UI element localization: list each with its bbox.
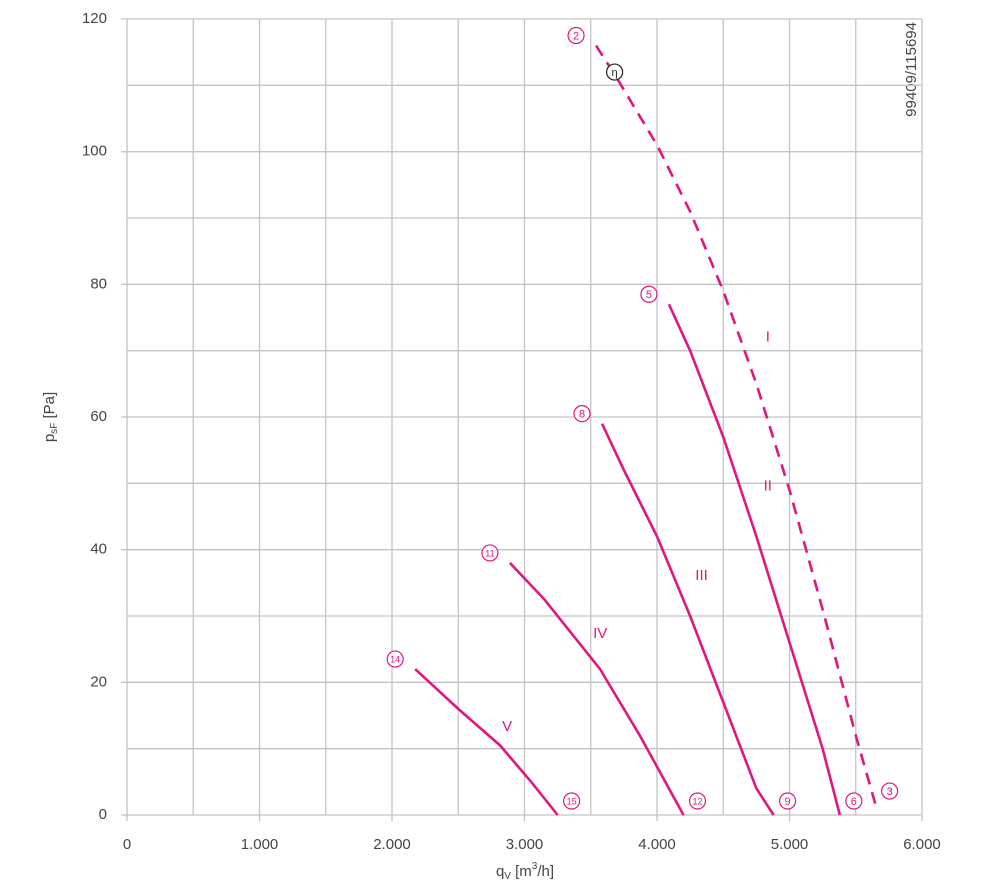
x-tick-label: 2.000 [373,836,411,853]
y-label-main: p [41,434,58,442]
curve-marker-label: 5 [646,289,652,301]
y-label-unit: [Pa] [41,392,58,423]
curve [667,303,842,816]
x-label-unit: [m [511,863,532,880]
curve [594,44,877,806]
x-tick-label: 4.000 [638,836,676,853]
x-label-sub: V [504,871,511,882]
curve-marker-label: 6 [851,796,857,808]
curve-marker-circle [563,792,581,810]
x-tick-label: 1.000 [241,836,279,853]
curve-name: V [502,718,512,735]
chart-code: 99409/115694 [903,22,920,117]
y-tick-label: 0 [99,806,107,823]
curve-marker-circle [845,792,863,810]
curve-marker-label: 11 [485,548,494,558]
x-label-unit: /h] [537,863,554,880]
curve-name: III [695,567,708,584]
curve-marker-label: 15 [567,796,577,806]
y-tick-label: 40 [90,541,107,558]
x-label-main: q [496,863,504,880]
curve-name: IV [593,625,607,642]
x-axis-label: qV [m3/h] [496,861,554,882]
y-tick-label: 120 [82,10,107,27]
curve-marker-circle [573,405,591,423]
curve-marker-circle [688,792,707,810]
x-tick-label: 0 [123,836,131,853]
curve-marker-label: 2 [573,30,579,42]
curve-marker-circle [778,792,797,810]
y-tick-label: 60 [90,408,107,425]
x-label-sup: 3 [532,861,538,872]
curve-marker-circle [386,650,404,668]
curve [414,668,559,816]
curve-marker-label: 8 [579,409,585,421]
curve-marker-circle [640,285,658,303]
curve-marker-circle [567,26,585,45]
curve-name: II [764,478,772,495]
curve-marker-label: η [612,67,618,79]
curve-marker-circle [605,63,624,81]
y-tick-label: 100 [82,143,107,160]
x-tick-label: 5.000 [771,836,809,853]
y-tick-label: 20 [90,673,107,690]
curve-name: I [766,328,770,345]
x-tick-label: 6.000 [903,836,941,853]
y-axis-label: psF [Pa] [41,392,60,442]
curve-marker-circle [481,544,499,562]
curve-marker-label: 14 [390,654,400,664]
x-tick-label: 3.000 [506,836,544,853]
curve-marker-label: 12 [692,796,702,806]
y-tick-label: 80 [90,275,107,292]
curve [508,562,685,816]
curve-marker-label: 9 [785,796,791,808]
curve [600,423,775,816]
curve-marker-label: 3 [887,786,893,798]
y-label-sub: sF [49,423,60,434]
curve-marker-circle [881,782,899,800]
